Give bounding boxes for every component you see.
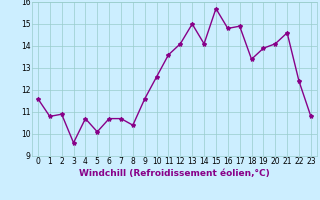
X-axis label: Windchill (Refroidissement éolien,°C): Windchill (Refroidissement éolien,°C) <box>79 169 270 178</box>
